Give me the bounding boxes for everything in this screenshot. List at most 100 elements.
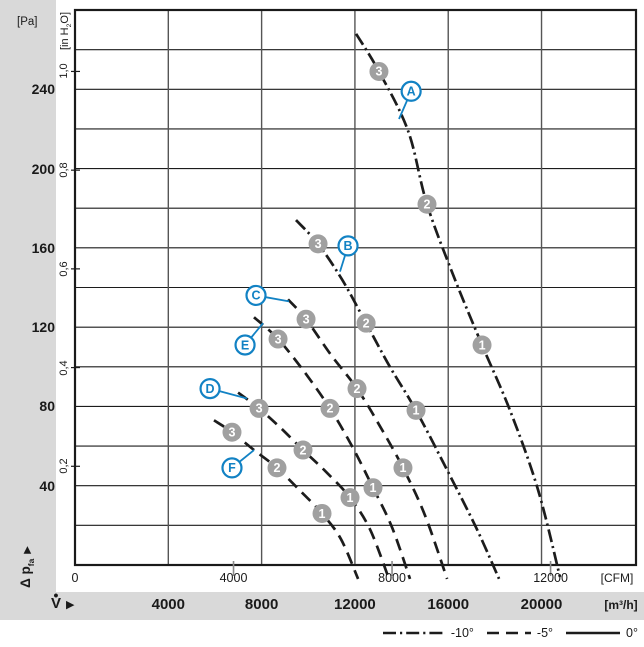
marker-number-A-1: 1 bbox=[479, 338, 486, 352]
marker-number-D-1: 1 bbox=[347, 491, 354, 505]
series-label-circle-B bbox=[337, 235, 359, 257]
right-arrow-icon: ▶ bbox=[66, 599, 75, 611]
plot-border bbox=[73, 8, 638, 567]
marker-number-E-3: 3 bbox=[275, 332, 282, 346]
flow-axis-title: V • ▶ bbox=[51, 587, 75, 612]
inh2o-tick-label-0,4: 0,4 bbox=[58, 359, 70, 376]
flow-symbol: V • bbox=[51, 587, 62, 612]
marker-number-F-2: 2 bbox=[274, 461, 281, 475]
curve-E bbox=[253, 316, 412, 580]
series-label-letter-B: B bbox=[344, 239, 353, 253]
marker-number-E-2: 2 bbox=[326, 402, 333, 416]
pa-tick-label-120: 120 bbox=[31, 319, 55, 336]
inh2o-tick-label-1,0: 1,0 bbox=[58, 63, 70, 80]
curve-B bbox=[295, 219, 501, 580]
marker-number-B-1: 1 bbox=[413, 404, 420, 418]
inh2o-unit-post: O] bbox=[58, 11, 71, 24]
cfm-tick-label-0: 0 bbox=[71, 571, 79, 585]
legend-item-minus5deg: -5° bbox=[486, 626, 554, 640]
inh2o-tick-label-0,2: 0,2 bbox=[58, 458, 70, 474]
marker-circle-E-2 bbox=[320, 398, 340, 418]
m3h-unit-label: [m³/h] bbox=[604, 598, 638, 612]
series-label-circle-C bbox=[245, 284, 267, 307]
marker-number-D-3: 3 bbox=[256, 402, 263, 416]
curve-C bbox=[287, 298, 449, 580]
pressure-axis-title-sub: fa bbox=[25, 558, 36, 567]
series-label-letter-C: C bbox=[251, 289, 260, 303]
legend-item-label: -5° bbox=[536, 626, 554, 640]
left-axis-strip bbox=[0, 0, 56, 620]
legend-item-label: 0° bbox=[626, 626, 638, 640]
pa-unit-label: [Pa] bbox=[17, 16, 38, 28]
bottom-axis-strip bbox=[0, 592, 644, 620]
marker-number-E-1: 1 bbox=[370, 481, 377, 495]
series-label-circle-D bbox=[199, 377, 221, 400]
series-label-letter-F: F bbox=[228, 461, 236, 475]
marker-circle-B-2 bbox=[356, 313, 376, 333]
marker-circle-B-3 bbox=[308, 234, 328, 254]
legend-item-minus10deg: -10° bbox=[382, 626, 474, 640]
legend-line-sample-solid bbox=[566, 631, 621, 635]
marker-circle-A-3 bbox=[369, 61, 389, 81]
flow-symbol-letter: V bbox=[51, 595, 62, 612]
curve-A bbox=[354, 33, 562, 578]
inh2o-unit-label: [in H2O] bbox=[59, 12, 73, 50]
series-label-letter-D: D bbox=[206, 382, 215, 396]
legend-line-sample-dashdot bbox=[382, 631, 445, 635]
pa-tick-label-160: 160 bbox=[31, 239, 55, 256]
series-label-letter-A: A bbox=[407, 85, 416, 99]
marker-circle-C-3 bbox=[296, 309, 316, 329]
legend-item-label: -10° bbox=[450, 626, 474, 640]
cfm-tick-label-12000: 12000 bbox=[533, 571, 568, 585]
marker-number-F-3: 3 bbox=[229, 425, 236, 439]
cfm-tick-label-4000: 4000 bbox=[219, 571, 248, 585]
marker-circle-C-1 bbox=[393, 458, 413, 478]
inh2o-tick-label-0,8: 0,8 bbox=[58, 162, 70, 178]
marker-circle-D-1 bbox=[340, 488, 360, 508]
pa-tick-label-200: 200 bbox=[31, 160, 55, 177]
series-label-letter-E: E bbox=[241, 338, 249, 352]
curve-F bbox=[213, 419, 360, 580]
pa-tick-label-40: 40 bbox=[39, 477, 55, 494]
m3h-tick-label-8000: 8000 bbox=[244, 596, 279, 613]
pressure-axis-title-text: Δ p bbox=[18, 566, 34, 588]
marker-circle-D-2 bbox=[293, 440, 313, 460]
flow-symbol-dot: • bbox=[53, 587, 59, 603]
inh2o-unit-pre: [in H bbox=[58, 27, 71, 51]
up-arrow-icon: ▶ bbox=[22, 546, 34, 554]
m3h-tick-label-16000: 16000 bbox=[427, 596, 470, 613]
inh2o-unit-sub: 2 bbox=[66, 23, 74, 28]
series-label-circle-E bbox=[234, 334, 256, 356]
marker-number-C-3: 3 bbox=[303, 313, 310, 327]
marker-number-A-2: 2 bbox=[424, 198, 431, 212]
marker-circle-C-2 bbox=[347, 379, 367, 399]
marker-circle-E-1 bbox=[363, 478, 383, 498]
marker-circle-A-1 bbox=[472, 335, 492, 355]
marker-number-C-1: 1 bbox=[399, 461, 406, 475]
pa-tick-label-80: 80 bbox=[39, 398, 55, 415]
legend-item-0deg: 0° bbox=[566, 626, 638, 640]
marker-number-C-2: 2 bbox=[354, 382, 361, 396]
pa-tick-label-240: 240 bbox=[31, 81, 55, 98]
series-label-circle-F bbox=[221, 457, 243, 479]
marker-circle-A-2 bbox=[417, 194, 437, 214]
pressure-axis-title: Δ pfa ▶ bbox=[18, 546, 36, 588]
marker-number-F-1: 1 bbox=[319, 507, 326, 521]
marker-number-D-2: 2 bbox=[300, 443, 307, 457]
marker-circle-D-3 bbox=[249, 398, 269, 418]
legend: -10° -5° 0° bbox=[356, 625, 638, 641]
marker-circle-F-1 bbox=[312, 503, 332, 523]
marker-number-B-2: 2 bbox=[363, 316, 370, 330]
cfm-unit-label: [CFM] bbox=[600, 571, 634, 585]
m3h-tick-label-20000: 20000 bbox=[520, 596, 563, 613]
marker-circle-E-3 bbox=[268, 329, 288, 349]
marker-circle-B-1 bbox=[406, 400, 426, 420]
marker-circle-F-2 bbox=[267, 458, 287, 478]
series-label-circle-A bbox=[400, 80, 422, 102]
m3h-tick-label-4000: 4000 bbox=[151, 596, 185, 613]
marker-number-A-3: 3 bbox=[375, 65, 382, 79]
legend-line-sample-dash bbox=[486, 631, 531, 635]
m3h-tick-label-12000: 12000 bbox=[334, 596, 376, 613]
